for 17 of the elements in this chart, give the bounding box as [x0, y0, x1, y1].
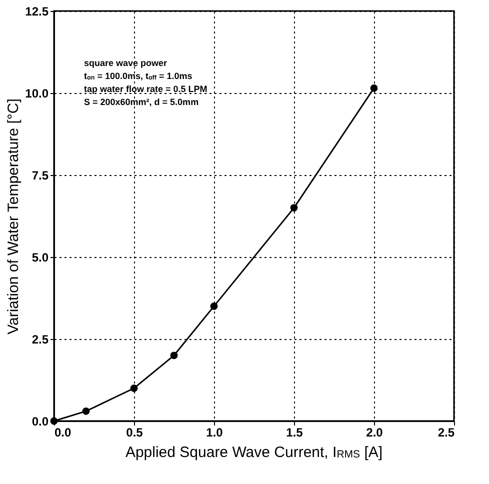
y-tick-label: 0.0 — [32, 414, 49, 428]
y-tick-label: 2.5 — [32, 332, 49, 346]
x-tick-label: 2.5 — [438, 426, 455, 440]
y-tick-label: 5.0 — [32, 250, 49, 264]
x-tick-label: 0.5 — [126, 426, 144, 440]
x-axis-title: Applied Square Wave Current, IRMS [A] — [125, 444, 383, 461]
x-tick-label: 1.5 — [286, 426, 304, 440]
annotation: tap water flow rate = 0.5 LPM — [84, 84, 208, 94]
y-tick-label: 7.5 — [32, 168, 49, 182]
y-tick-label: 12.5 — [25, 4, 49, 18]
annotation: S = 200x60mm², d = 5.0mm — [84, 97, 199, 107]
y-tick-label: 10.0 — [25, 86, 49, 100]
y-axis-title: Variation of Water Temperature [°C] — [5, 98, 22, 334]
x-tick-label: 0.0 — [54, 426, 72, 440]
x-tick-label: 2.0 — [366, 426, 384, 440]
x-tick-label: 1.0 — [206, 426, 224, 440]
annotation: square wave power — [84, 58, 168, 68]
